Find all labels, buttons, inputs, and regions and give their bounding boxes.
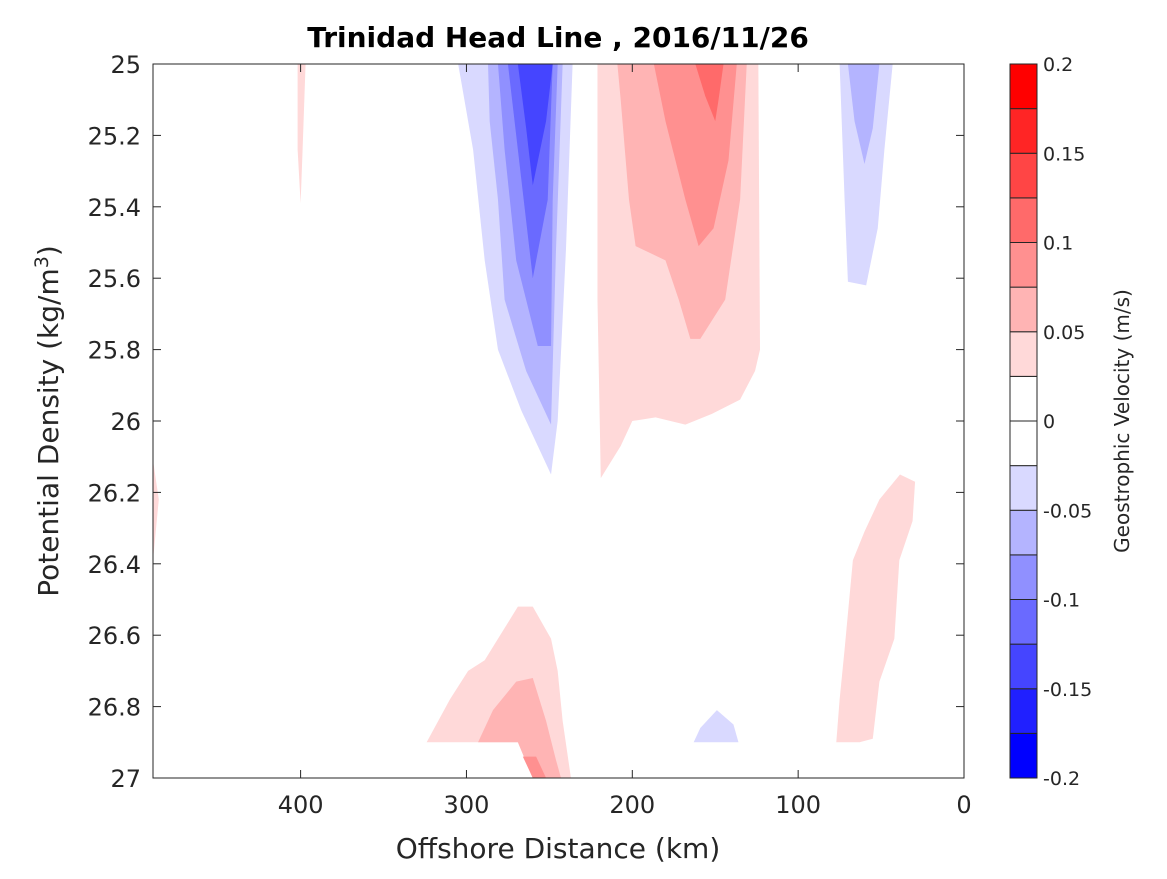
contour-region [240,64,255,261]
x-tick-label: 200 [609,791,655,819]
colorbar-swatch [1009,197,1038,243]
y-tick-label: 26.6 [88,622,141,650]
y-tick-label: 25.4 [88,194,141,222]
colorbar-tick-label: 0.15 [1043,143,1085,165]
x-tick-label: 400 [278,791,324,819]
colorbar-tick-label: -0.05 [1043,500,1092,522]
y-tick-label: 25.8 [88,337,141,365]
contour-region [836,474,916,743]
x-tick-label: 0 [956,791,971,819]
contour-region [839,64,893,286]
colorbar-swatch [1009,643,1038,690]
y-tick-label: 26.4 [88,551,141,579]
colorbar-swatch [1009,509,1038,556]
colorbar-swatch [1009,688,1038,734]
y-tick-label: 25 [110,51,141,79]
contour-region [153,460,159,561]
y-tick-label: 26.8 [88,694,141,722]
axes: 400 300 200 100 0 25 25.2 25.4 25.6 25.8 26 26.2 26.… [88,51,972,819]
colorbar-tick-label: -0.15 [1043,679,1092,701]
colorbar-swatch [1009,554,1038,600]
contour-region [522,756,547,778]
colorbar-swatch [1009,599,1038,645]
contour-region [847,64,880,164]
colorbar-tick-label: 0.1 [1043,233,1073,255]
contour-region [517,64,553,186]
colorbar-swatch [1009,375,1038,422]
colorbar-swatch [1009,108,1038,154]
y-tick-label: 27 [110,765,141,793]
x-axis-label: Offshore Distance (km) [396,832,721,865]
colorbar-tick-label: 0.2 [1043,54,1073,76]
colorbar-swatch [1009,331,1038,377]
colorbar-swatch [1009,420,1038,467]
colorbar-tick-label: -0.1 [1043,590,1080,612]
contour-regions [153,64,916,778]
colorbar-swatch [1009,242,1038,288]
x-tick-label: 300 [444,791,490,819]
y-tick-label: 26 [110,408,141,436]
contour-region [695,64,724,122]
contour-region [478,678,561,778]
colorbar-swatch [1009,465,1038,511]
colorbar-tick-label: -0.2 [1043,768,1080,790]
contour-region [640,617,762,778]
colorbar-swatch [1009,286,1038,333]
colorbar: -0.2 -0.15 -0.1 -0.05 0 0.05 0.1 0.15 0.2 [1009,54,1092,790]
contour-region [693,710,739,743]
chart-title: Trinidad Head Line , 2016/11/26 [307,21,809,54]
colorbar-swatch [1009,152,1038,199]
x-tick-label: 100 [775,791,821,819]
y-tick-label: 26.2 [88,479,141,507]
colorbar-tick-label: 0.05 [1043,322,1085,344]
colorbar-swatch [1009,732,1038,779]
colorbar-tick-label: 0 [1043,411,1055,433]
colorbar-label: Geostrophic Velocity (m/s) [1110,289,1134,553]
y-axis-label: Potential Density (kg/m3) [31,245,65,597]
y-tick-label: 25.6 [88,265,141,293]
colorbar-swatch [1009,63,1038,110]
y-tick-label: 25.2 [88,122,141,150]
contour-region [297,64,306,204]
